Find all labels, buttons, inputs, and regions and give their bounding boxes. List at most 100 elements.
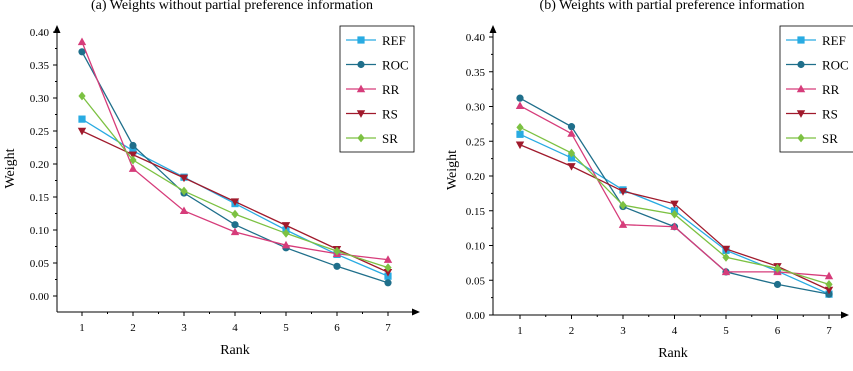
legend: REF ROC RR RS SR [779, 25, 853, 153]
data-point-ref [129, 147, 137, 155]
series-sr [516, 122, 833, 289]
data-point-rr [230, 227, 240, 236]
legend: REF ROC RR RS SR [339, 25, 415, 153]
x-axis-arrow [841, 311, 849, 319]
x-axis-arrow [412, 308, 420, 316]
data-point-roc [516, 94, 524, 102]
x-tick-label: 3 [181, 322, 187, 334]
data-point-roc [773, 280, 782, 289]
data-point-roc [129, 141, 137, 150]
data-point-roc [567, 123, 576, 131]
data-point-rs [515, 141, 525, 150]
data-point-sr [516, 122, 524, 132]
legend-marker-sr [357, 133, 365, 143]
x-tick-label: 3 [620, 325, 626, 337]
y-tick-label: 0.20 [30, 159, 50, 171]
data-point-sr [231, 209, 239, 219]
data-point-rs [230, 198, 240, 207]
x-tick-label: 6 [334, 322, 340, 334]
x-tick-label: 4 [232, 322, 238, 334]
data-point-roc [231, 221, 239, 229]
data-point-rr [515, 101, 525, 110]
y-axis-arrow [489, 25, 497, 33]
legend-marker-ref [797, 36, 805, 44]
y-axis-label: Weight [445, 150, 460, 190]
y-tick-label: 0.30 [466, 102, 486, 114]
x-tick-label: 2 [569, 325, 575, 337]
data-point-rs [824, 286, 834, 295]
data-point-rr [824, 271, 834, 280]
data-point-sr [722, 252, 730, 262]
x-axis-label: Rank [658, 346, 688, 361]
legend-label: SR [382, 131, 398, 146]
data-point-sr [773, 264, 782, 273]
chart-title: (a) Weights without partial preference i… [91, 0, 373, 13]
y-axis-arrow [53, 25, 61, 33]
data-point-sr [129, 155, 137, 165]
legend-label: SR [822, 131, 838, 146]
data-point-rr [77, 37, 87, 46]
legend-label: REF [382, 33, 406, 48]
data-point-rr [281, 240, 291, 249]
x-tick-label: 7 [385, 322, 391, 334]
data-point-sr [282, 228, 290, 238]
data-point-sr [619, 200, 627, 210]
data-point-sr [384, 263, 392, 273]
x-axis-label: Rank [220, 343, 250, 358]
y-axis-label: Weight [3, 148, 18, 188]
legend-marker-rs [796, 110, 806, 118]
data-point-rr [383, 255, 393, 263]
data-point-rr [618, 220, 628, 228]
x-tick-label: 6 [775, 325, 781, 337]
y-tick-label: 0.35 [30, 60, 50, 72]
data-point-rs [179, 174, 189, 183]
data-point-rs [128, 151, 138, 160]
y-tick-label: 0.05 [466, 275, 486, 287]
data-point-rs [721, 245, 731, 254]
data-point-rs [670, 200, 679, 209]
y-tick-label: 0.10 [30, 225, 50, 237]
y-tick-label: 0.00 [30, 291, 50, 303]
data-point-sr [567, 148, 576, 158]
legend-marker-sr [797, 133, 805, 143]
y-tick-label: 0.35 [466, 67, 486, 79]
data-point-rr [128, 164, 138, 172]
data-point-rs [77, 127, 87, 136]
legend-label: RS [382, 107, 398, 122]
y-tick-label: 0.25 [30, 126, 50, 138]
y-tick-label: 0.00 [466, 310, 486, 322]
x-tick-label: 7 [826, 325, 832, 337]
x-tick-label: 1 [517, 325, 523, 337]
data-point-rr [721, 267, 731, 276]
y-tick-label: 0.40 [30, 27, 50, 39]
series-sr [78, 91, 392, 273]
data-point-rs [567, 163, 576, 171]
data-point-rs [383, 269, 393, 277]
data-point-ref [78, 115, 86, 123]
data-point-ref [567, 154, 576, 162]
legend-label: ROC [382, 58, 409, 73]
data-point-rs [618, 188, 628, 196]
data-point-sr [78, 91, 86, 101]
data-point-roc [333, 262, 341, 270]
data-point-rr [179, 206, 189, 215]
data-point-roc [78, 48, 86, 56]
y-tick-label: 0.20 [466, 171, 486, 183]
data-point-ref [516, 130, 524, 138]
legend-marker-roc [797, 60, 805, 69]
legend-marker-rr [796, 84, 806, 93]
y-tick-label: 0.05 [30, 258, 50, 270]
y-tick-label: 0.40 [466, 32, 486, 44]
legend-marker-roc [357, 60, 365, 69]
data-point-sr [333, 246, 341, 256]
y-tick-label: 0.30 [30, 93, 50, 105]
legend-label: RS [822, 107, 838, 122]
legend-label: REF [822, 33, 846, 48]
x-tick-label: 2 [130, 322, 136, 334]
data-point-rr [567, 129, 576, 137]
data-point-sr [180, 186, 188, 196]
x-tick-label: 5 [283, 322, 289, 334]
data-point-rr [670, 222, 679, 230]
chart-panel-a: (a) Weights without partial preference i… [3, 0, 420, 358]
